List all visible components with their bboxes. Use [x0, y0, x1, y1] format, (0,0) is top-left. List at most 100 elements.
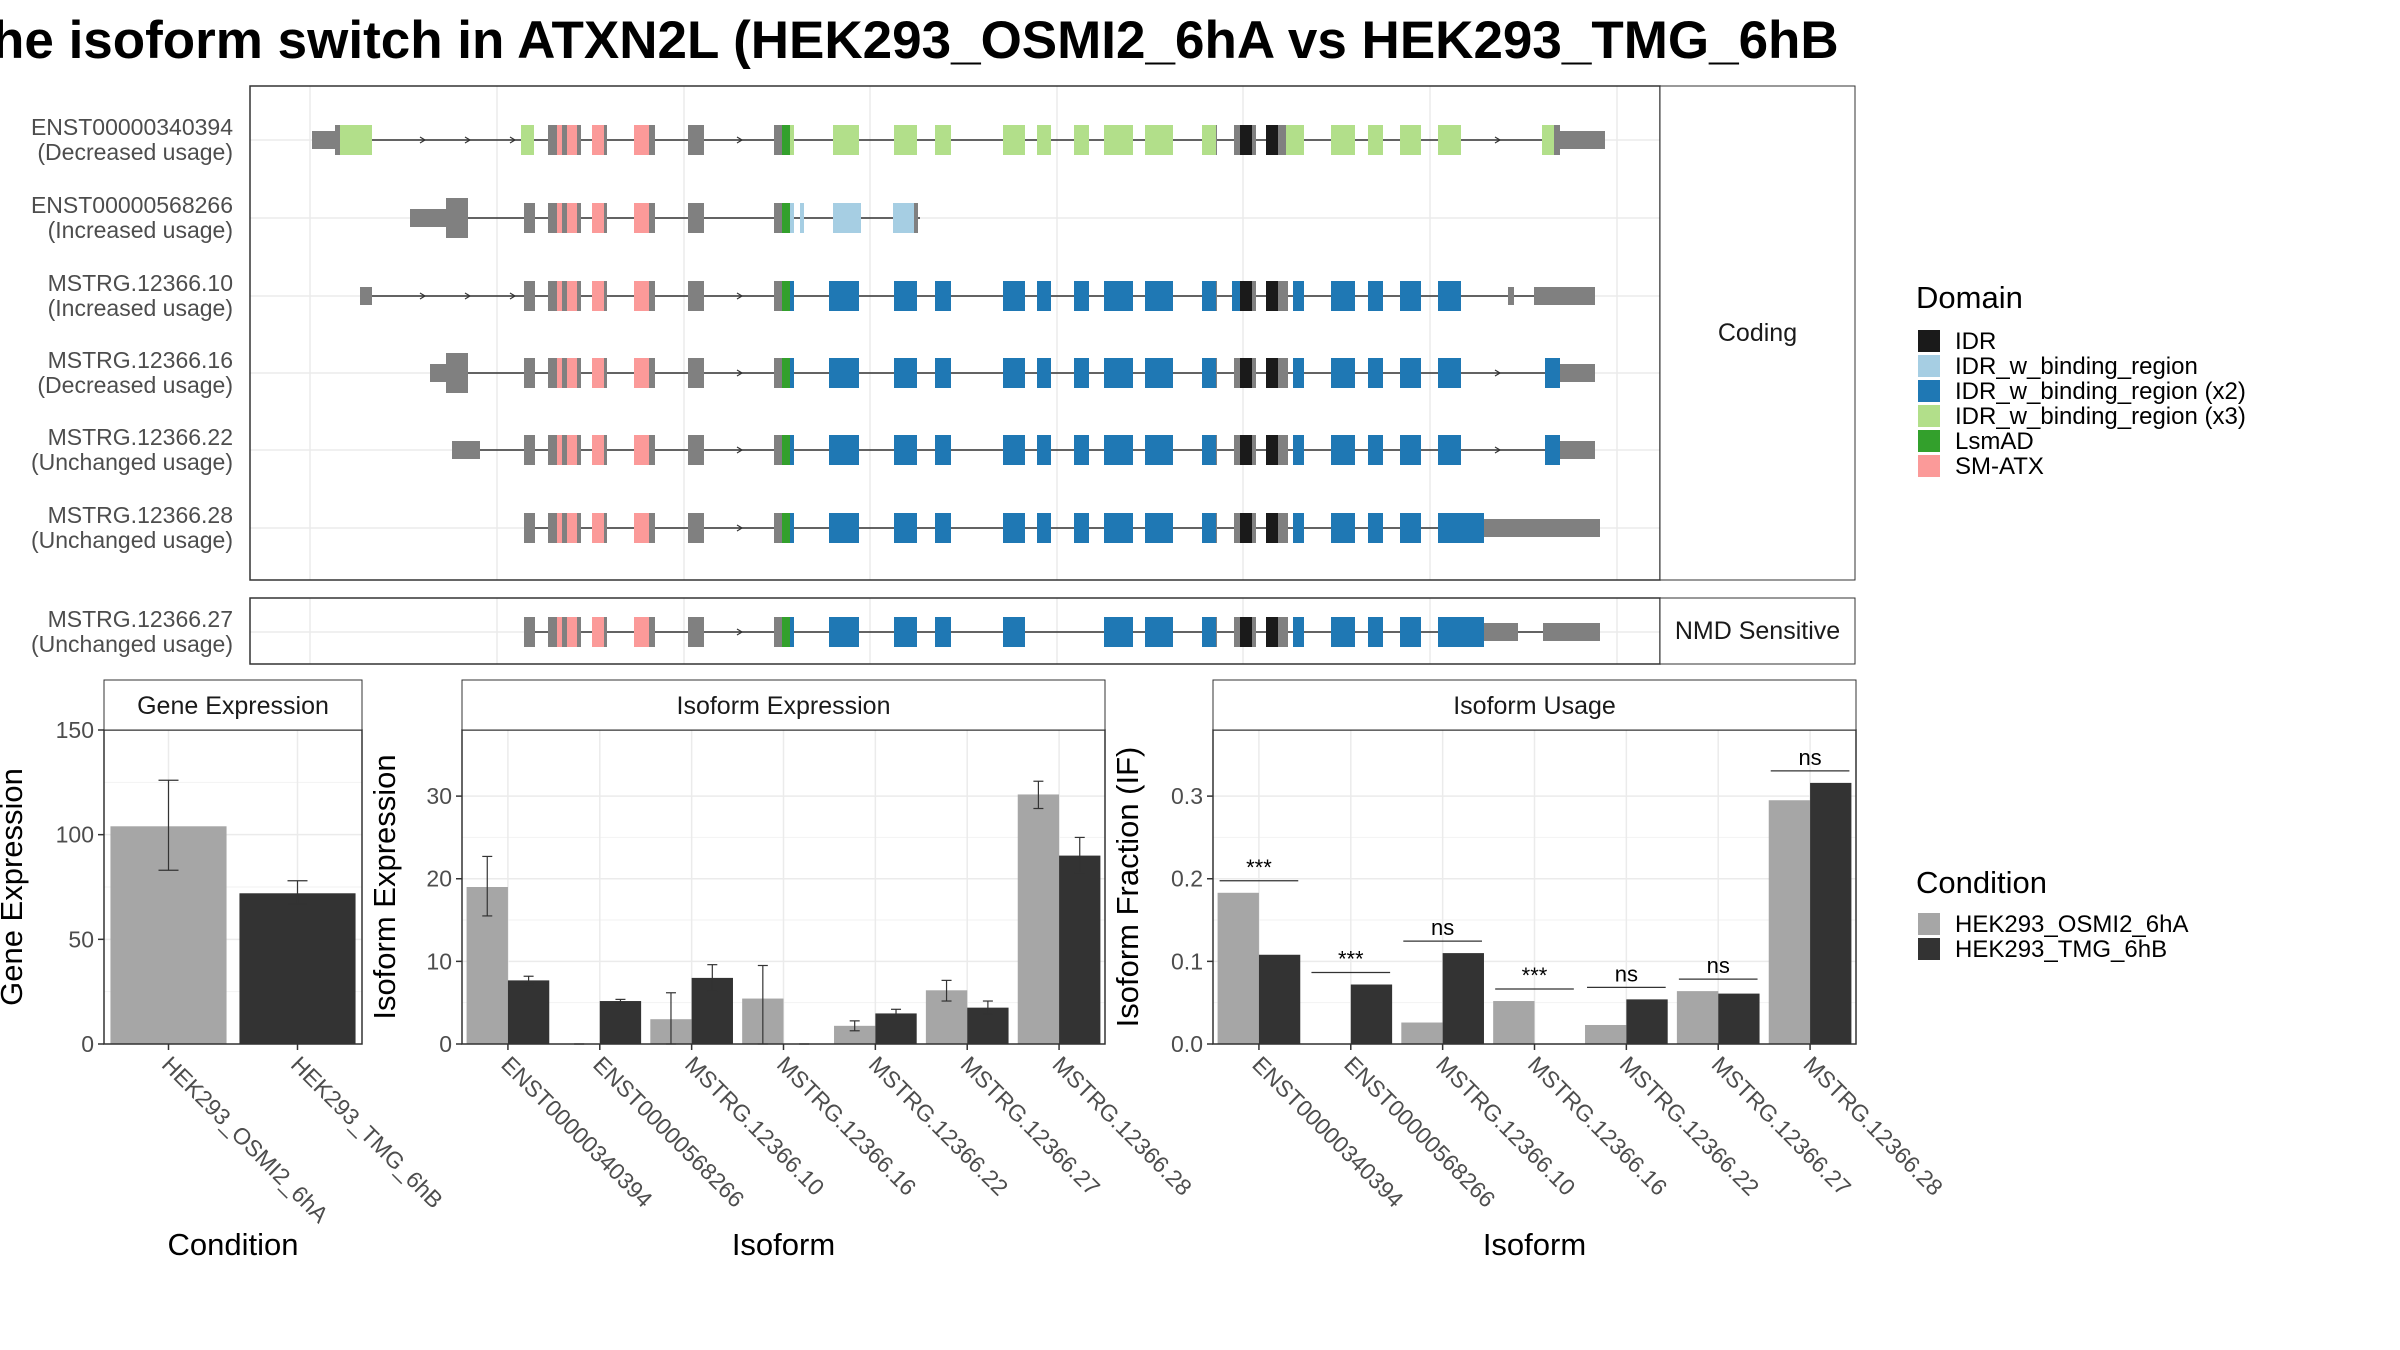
bar	[1017, 794, 1060, 1044]
exon-cds	[688, 125, 704, 155]
exon-cds	[1234, 125, 1240, 155]
idr-binding-x2-domain	[1368, 435, 1383, 465]
idr-binding-x2-domain	[1368, 281, 1383, 311]
intron-arrow	[736, 369, 744, 377]
idr-binding-x2-domain	[1438, 435, 1461, 465]
exon-cds	[1234, 513, 1240, 543]
exon-cds	[1252, 358, 1256, 388]
y-axis-title: Isoform Expression	[367, 754, 402, 1019]
idr-binding-x2-domain	[1074, 513, 1089, 543]
idr-binding-x2-domain	[1202, 435, 1216, 465]
transcript-ENST00000340394	[312, 125, 1605, 155]
idr-binding-x2-domain	[1003, 617, 1025, 647]
exon-cds	[774, 513, 782, 543]
intron-arrow	[1494, 446, 1502, 454]
idr-binding-x2-domain	[894, 513, 917, 543]
sm-atx-domain	[567, 617, 577, 647]
exon-cds	[604, 513, 607, 543]
exon-cds	[577, 281, 581, 311]
bar	[1585, 1024, 1627, 1044]
idr-binding-x2-domain	[1331, 358, 1355, 388]
transcript-id-label: ENST00000568266	[31, 192, 233, 218]
exon-cds	[577, 203, 581, 233]
idr-binding-x2-domain	[1145, 281, 1173, 311]
panel-background	[250, 86, 1660, 580]
bar	[834, 1025, 876, 1044]
sm-atx-domain	[634, 435, 649, 465]
facet-strip-label: Isoform Expression	[677, 692, 891, 720]
idr-binding-x2-domain	[1293, 513, 1304, 543]
facet-strip	[461, 679, 1106, 731]
bar	[1810, 782, 1852, 1044]
idr-binding-x2-domain	[1037, 513, 1051, 543]
y-tick-label: 0.0	[1171, 1031, 1203, 1057]
exon-cds	[774, 617, 782, 647]
idr-binding-x2-domain	[1400, 281, 1421, 311]
sm-atx-domain	[557, 281, 562, 311]
intron-arrow	[509, 292, 517, 300]
exon-utr	[452, 441, 480, 459]
transcript-usage-label: (Unchanged usage)	[31, 449, 233, 475]
exon-cds	[1278, 358, 1288, 388]
idr-binding-x2-domain	[1104, 358, 1133, 388]
y-tick-label: 0.3	[1171, 783, 1203, 809]
y-tick-label: 0.2	[1171, 866, 1203, 892]
idr-binding-x3-domain	[521, 125, 534, 155]
idr-domain	[1266, 125, 1278, 155]
transcript-MSTRG.12366.22	[452, 435, 1595, 465]
x-tick-label: ENST00000340394	[496, 1051, 657, 1212]
significance-label: ***	[1338, 947, 1364, 972]
idr-binding-x3-domain	[340, 125, 372, 155]
x-axis-title: Isoform	[1483, 1227, 1586, 1262]
idr-binding-x2-domain	[1003, 435, 1025, 465]
exon-cds	[1278, 125, 1288, 155]
sm-atx-domain	[557, 203, 562, 233]
idr-domain	[1240, 435, 1252, 465]
exon-cds	[1252, 435, 1256, 465]
bar	[1350, 984, 1393, 1044]
idr-binding-x2-domain	[935, 358, 951, 388]
legend-label: SM-ATX	[1955, 453, 2044, 480]
y-tick-label: 10	[426, 948, 452, 974]
idr-binding-x3-domain	[1074, 125, 1089, 155]
idr-binding-x3-domain	[935, 125, 951, 155]
idr-binding-x2-domain	[1037, 358, 1051, 388]
exon-utr	[312, 131, 338, 149]
intron-arrow	[1494, 136, 1502, 144]
legend-swatch	[1918, 355, 1940, 377]
bar-panel-1: 0102030ENST00000340394ENST00000568266MST…	[367, 679, 1197, 1262]
legends: DomainIDRIDR_w_binding_regionIDR_w_bindi…	[1916, 280, 2246, 963]
exon-cds	[1234, 435, 1240, 465]
idr-binding-x2-domain	[1293, 358, 1304, 388]
idr-binding-x2-domain	[1145, 513, 1173, 543]
gene-structure-panels: ENST00000340394(Decreased usage)ENST0000…	[31, 85, 1856, 665]
exon-cds	[524, 358, 535, 388]
bar	[1493, 1001, 1535, 1044]
idr-binding-domain	[800, 203, 804, 233]
facet-strip	[1212, 679, 1857, 731]
idr-binding-domain	[893, 203, 914, 233]
exon-utr	[430, 364, 450, 382]
idr-binding-x3-domain	[1368, 125, 1383, 155]
significance-label: ns	[1798, 745, 1821, 770]
intron-arrow	[736, 136, 744, 144]
idr-binding-x2-domain	[1145, 435, 1173, 465]
exon-cds	[1278, 281, 1288, 311]
significance-label: ns	[1431, 915, 1454, 940]
exon-cds	[914, 203, 918, 233]
facet-strip-label: Coding	[1718, 319, 1797, 347]
y-tick-label: 30	[426, 783, 452, 809]
expression-bar-panels: 050100150HEK293_OSMI2_6hAHEK293_TMG_6hBG…	[0, 679, 1948, 1262]
exon-utr	[360, 287, 372, 305]
intron-arrow	[1494, 369, 1502, 377]
significance-label: ns	[1615, 961, 1638, 986]
idr-binding-x2-domain	[1202, 358, 1216, 388]
exon-cds	[562, 125, 567, 155]
transcript-id-label: MSTRG.12366.27	[48, 606, 233, 632]
idr-binding-x2-domain	[935, 281, 951, 311]
sm-atx-domain	[557, 617, 562, 647]
legend-label: LsmAD	[1955, 428, 2034, 455]
exon-cds	[774, 281, 782, 311]
exon-cds	[774, 435, 782, 465]
idr-binding-x2-domain	[1104, 513, 1133, 543]
